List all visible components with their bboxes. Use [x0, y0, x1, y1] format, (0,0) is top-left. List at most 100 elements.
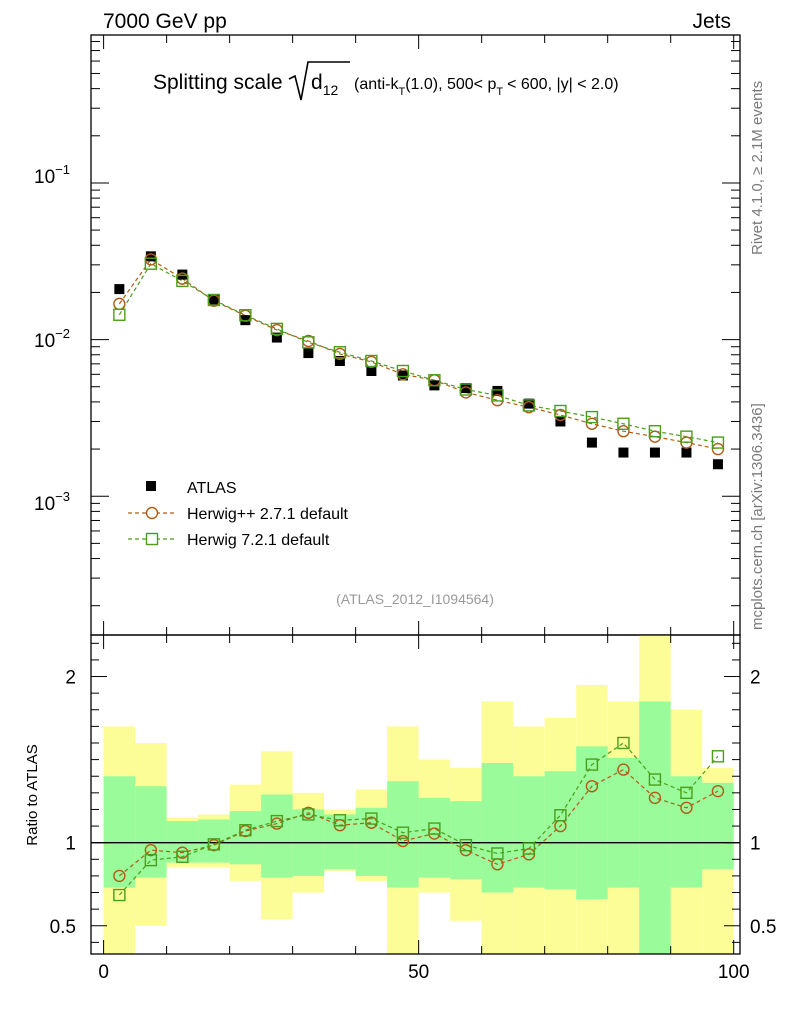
ratio-ytick-label-left: 2 [65, 668, 76, 689]
ratio-bands [103, 635, 734, 954]
title-main: Splitting scale [153, 71, 283, 94]
ratio-band-inner [513, 776, 545, 888]
ratio-herwigpp-point [585, 779, 599, 793]
ratio-band-inner [324, 814, 356, 870]
ratio-herwig7-point [459, 838, 473, 852]
ratio-herwig7-point [711, 750, 725, 763]
ratio-panel: Ratio to ATLAS 0.5 0.5 1 1 2 2 0 50 100 [24, 634, 777, 983]
ytick-label-1e-3: 10−3 [34, 489, 70, 515]
herwig7-point [113, 308, 126, 321]
header-energy-label: 7000 GeV pp [103, 10, 227, 33]
ratio-herwig7-point [207, 838, 221, 851]
herwig7-point [522, 399, 536, 412]
ratio-ylabel: Ratio to ATLAS [24, 744, 41, 845]
ratio-ticks [91, 635, 740, 954]
herwig7-point [144, 257, 158, 270]
ratio-band-inner [639, 701, 671, 954]
ratio-herwigpp-point [144, 843, 158, 857]
ratio-ytick-label-right: 0.5 [750, 917, 776, 938]
ratio-herwigpp-point [617, 763, 630, 776]
ratio-band-inner [103, 776, 136, 888]
herwig7-point [239, 309, 252, 322]
herwig7-point [711, 436, 725, 449]
ratio-herwig7-point [365, 812, 378, 825]
legend-label-herwig7: Herwig 7.2.1 default [187, 532, 330, 549]
ratio-herwig7-point [113, 888, 126, 902]
ytick-label-1e-1: 10−1 [34, 162, 70, 188]
ratio-band-inner [544, 771, 577, 890]
title-p3: < 600, |y| < 2.0) [507, 76, 619, 93]
atlas-point [303, 348, 314, 359]
ratio-series [113, 736, 725, 902]
ratio-frame [90, 634, 741, 955]
atlas-point [712, 459, 723, 470]
ratio-herwig7-point [648, 773, 662, 786]
ratio-band-inner [607, 757, 640, 888]
herwig7-point [648, 425, 662, 438]
ratio-band-inner [387, 781, 419, 888]
title-sub-1: T [398, 86, 405, 98]
ratio-band-inner [135, 786, 167, 878]
ratio-herwigpp-point [680, 801, 693, 814]
atlas-point [460, 383, 471, 394]
ratio-band-inner [576, 746, 608, 900]
herwig7-point [365, 354, 378, 368]
ratio-herwig7-point [270, 814, 284, 828]
title-sub-2: T [496, 86, 503, 98]
ratio-herwig7-point [176, 850, 189, 864]
ratio-herwig7-point [522, 842, 536, 855]
main-panel: 10−1 10−2 10−3 Splitting scale d12 (anti… [34, 34, 741, 636]
xtick-label: 0 [98, 962, 109, 983]
main-series-line-1 [118, 258, 719, 450]
herwig7-point [428, 374, 441, 387]
ratio-band-inner [418, 797, 451, 878]
atlas-point [208, 294, 219, 305]
ratio-herwig7-point [239, 824, 252, 837]
ratio-band-inner [166, 821, 199, 863]
ratio-herwig7-point [554, 809, 567, 822]
ratio-tick-labels: 0.5 0.5 1 1 2 2 0 50 100 [50, 668, 777, 983]
xtick-label: 50 [408, 962, 429, 983]
mcplots-label: mcplots.cern.ch [arXiv:1306.3436] [749, 403, 766, 630]
ratio-band-inner [481, 762, 514, 893]
atlas-point [649, 447, 660, 458]
atlas-point [586, 437, 597, 448]
atlas-point [492, 385, 503, 396]
title-rest: (anti-kT(1.0), 500< pT < 600, |y| < 2.0) [354, 76, 619, 98]
herwig7-point [459, 383, 473, 396]
herwig7-point [333, 346, 347, 359]
atlas-point [366, 366, 377, 377]
ratio-herwig7-point [680, 786, 693, 800]
herwig7-point [680, 430, 693, 443]
legend-marker-atlas [146, 481, 156, 491]
herwig7-point [302, 336, 315, 349]
xtick-label: 100 [718, 962, 750, 983]
ratio-herwig7-point [302, 808, 315, 821]
ratio-herwig7-point [428, 822, 441, 835]
ratio-ytick-label-left: 1 [65, 834, 76, 855]
herwig7-point [270, 322, 284, 336]
ratio-ytick-label-right: 2 [750, 668, 761, 689]
herwig7-point [176, 274, 189, 288]
atlas-point [397, 370, 408, 381]
ratio-herwigpp-point [396, 834, 410, 848]
atlas-point [145, 251, 156, 262]
atlas-point [681, 447, 692, 458]
legend: ATLAS Herwig++ 2.7.1 default Herwig 7.2.… [128, 480, 349, 549]
herwig7-point [554, 404, 567, 418]
ratio-herwigpp-point [113, 869, 126, 883]
herwig7-point [617, 417, 630, 430]
herwigpp-point [365, 355, 378, 369]
legend-label-atlas: ATLAS [187, 480, 237, 497]
ytick-label-1e-2: 10−2 [34, 326, 70, 352]
title-sqrt-sub: 12 [323, 82, 339, 98]
ratio-herwig7-point [333, 814, 347, 827]
herwig7-point [396, 364, 410, 378]
ytick-exp-1e-3: −3 [55, 489, 70, 504]
atlas-point [523, 398, 534, 409]
rivet-version-label: Rivet 4.1.0, ≥ 2.1M events [749, 81, 766, 255]
main-ticks [91, 35, 740, 635]
title-sqrt-d: d12 [311, 71, 338, 98]
sqrt-sign [288, 61, 350, 101]
